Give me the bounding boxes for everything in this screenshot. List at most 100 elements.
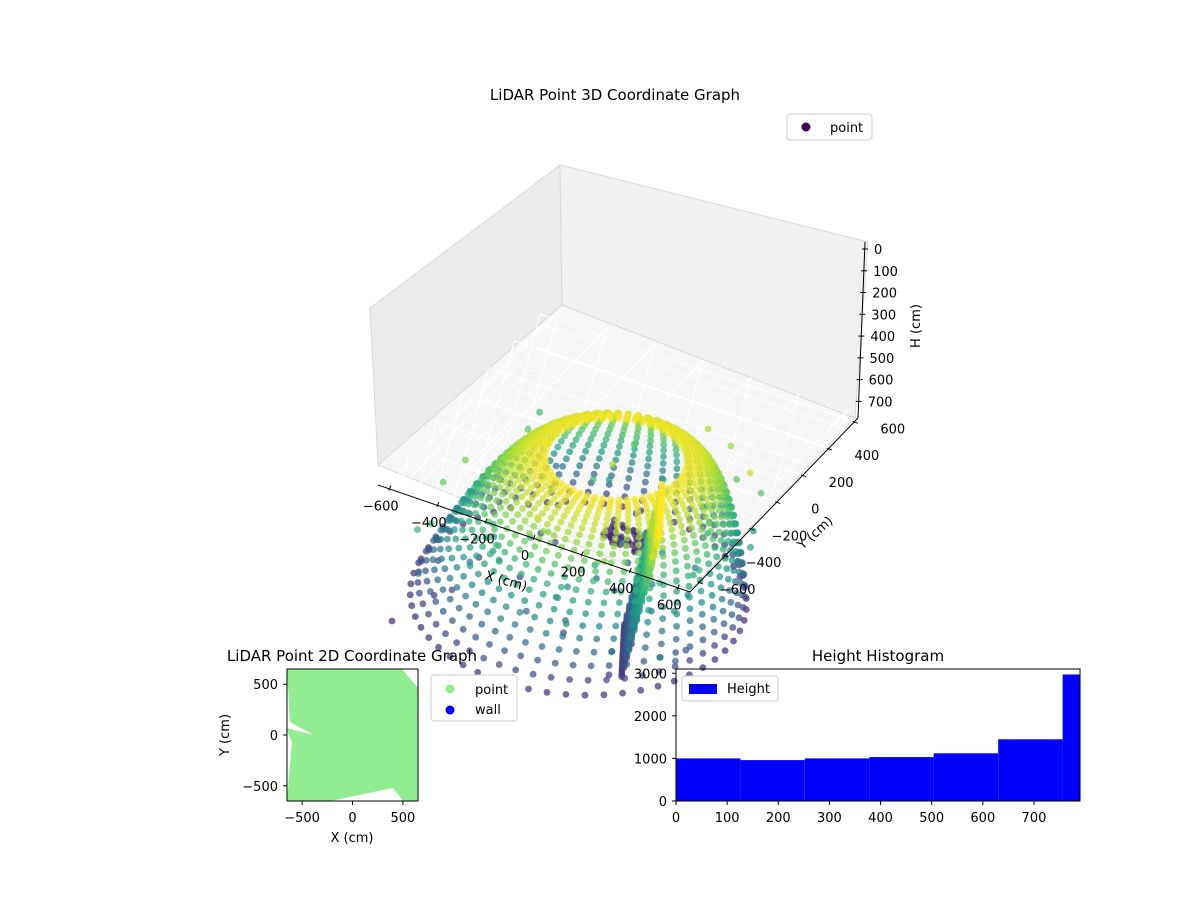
point-marker (528, 475, 536, 483)
point-marker (740, 616, 748, 624)
point-marker (501, 464, 509, 472)
y-tick-label-3d: 0 (811, 503, 819, 518)
point-marker (481, 510, 488, 518)
point-marker (497, 504, 504, 512)
point-marker (584, 676, 592, 684)
point-marker (569, 597, 577, 604)
point-marker (623, 483, 631, 491)
point-marker (674, 510, 681, 518)
point-marker (603, 490, 610, 498)
point-marker (686, 643, 694, 650)
point-marker (509, 518, 516, 525)
plot2d-legend: point wall (430, 674, 518, 722)
histogram-y-tick-label: 1000 (634, 752, 667, 767)
point-marker (723, 565, 731, 573)
point-marker (718, 513, 725, 521)
point-marker (646, 420, 653, 428)
point-marker (598, 542, 605, 549)
point-marker (430, 546, 437, 553)
point-marker (536, 408, 544, 416)
point-marker (711, 642, 718, 649)
plot3d-title: LiDAR Point 3D Coordinate Graph (490, 86, 740, 104)
point-marker (646, 595, 653, 603)
point-marker (657, 640, 665, 648)
point-marker (672, 649, 680, 656)
point-marker (684, 511, 691, 519)
point-marker (730, 637, 737, 645)
point-marker (670, 677, 678, 685)
point-marker (473, 534, 480, 542)
point-marker (562, 455, 570, 463)
point-marker (702, 513, 710, 521)
point-marker (484, 578, 492, 586)
point-marker (495, 476, 503, 484)
point-marker (516, 546, 524, 553)
point-marker (644, 462, 652, 470)
point-marker (730, 567, 738, 574)
point-marker (521, 597, 529, 605)
point-marker (497, 615, 505, 622)
point-marker (727, 598, 735, 606)
plot3d-legend: point (786, 113, 873, 141)
x-tick-label-2d: −500 (284, 811, 320, 826)
point-marker (551, 509, 559, 516)
point-marker (660, 561, 667, 569)
point-marker (757, 489, 765, 497)
point-marker (462, 535, 469, 543)
point-marker (542, 630, 550, 637)
point-marker (554, 443, 562, 451)
point-marker (513, 580, 520, 588)
point-marker (543, 688, 551, 696)
point-marker (453, 584, 461, 591)
point-marker (655, 668, 663, 675)
grid-line-left-y (337, 474, 386, 649)
plot2d-legend-point-label: point (475, 683, 508, 698)
point-marker (544, 520, 551, 528)
y-tick-mark-3d (775, 501, 781, 505)
y-tick-mark-3d (697, 581, 703, 585)
grid-line-back-x (751, 393, 800, 568)
point-marker (614, 511, 622, 519)
point-marker (535, 602, 543, 609)
grid-line-left-h (331, 480, 501, 655)
point-marker (595, 623, 603, 630)
point-marker (521, 517, 529, 525)
point-marker (696, 519, 703, 526)
histogram-bar (933, 753, 999, 801)
point-marker (572, 436, 580, 443)
point-marker (526, 626, 534, 633)
plot-2d: LiDAR Point 2D Coordinate Graph −500−500… (218, 647, 518, 846)
point-marker (670, 607, 678, 615)
point-marker (562, 620, 570, 628)
point-marker (646, 448, 653, 456)
point-marker (730, 538, 738, 546)
point-marker (733, 589, 741, 597)
point-marker (724, 575, 732, 583)
point-marker (495, 661, 503, 668)
point-marker (491, 627, 499, 635)
point-marker (554, 594, 562, 602)
histogram-bar (740, 760, 805, 801)
point-marker (619, 689, 626, 697)
point-marker (522, 607, 530, 615)
point-marker (584, 417, 591, 425)
grid-line-left-h (373, 324, 543, 500)
point-marker (460, 553, 467, 561)
histogram-y-tick-label: 3000 (634, 667, 667, 682)
point-marker (612, 622, 620, 630)
histogram-legend-swatch (689, 684, 717, 694)
point-marker (653, 423, 660, 431)
point-marker (605, 476, 613, 484)
point-marker (573, 470, 580, 478)
point-marker (437, 535, 445, 543)
y-tick-label-2d: 500 (253, 678, 278, 693)
point-marker (429, 556, 437, 564)
point-marker (487, 503, 495, 511)
point-marker (685, 582, 693, 590)
point-marker (554, 525, 561, 532)
point-marker (531, 613, 539, 621)
point-marker (459, 526, 466, 534)
point-marker (643, 470, 650, 478)
point-marker (699, 664, 707, 671)
point-marker (608, 648, 615, 656)
